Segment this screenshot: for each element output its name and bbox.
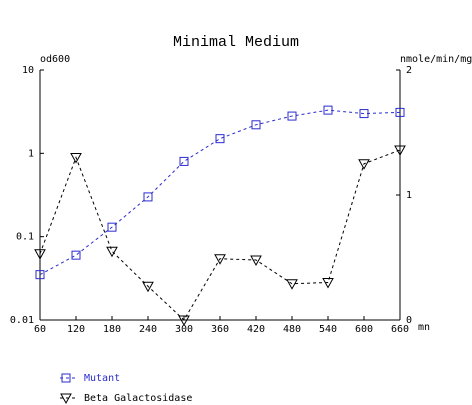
y-tick-label: 1	[28, 148, 34, 159]
data-point	[35, 270, 45, 280]
y-tick-label: 10	[22, 65, 34, 76]
x-tick-label: 240	[139, 324, 157, 335]
chart-title: Minimal Medium	[173, 34, 299, 51]
series-line	[39, 149, 401, 321]
data-point	[215, 134, 225, 144]
x-axis-label: mn	[418, 322, 430, 333]
data-point	[142, 281, 154, 293]
data-point	[178, 315, 190, 327]
y2-tick-label: 2	[406, 65, 412, 76]
y2-tick-label: 1	[406, 190, 412, 201]
x-tick-label: 540	[319, 324, 337, 335]
data-point	[287, 111, 297, 121]
x-tick-label: 660	[391, 324, 409, 335]
x-tick-label: 180	[103, 324, 121, 335]
series-line	[39, 109, 401, 276]
x-tick-label: 120	[67, 324, 85, 335]
x-tick-label: 480	[283, 324, 301, 335]
data-point	[71, 250, 81, 260]
x-tick-label: 600	[355, 324, 373, 335]
data-point	[107, 222, 117, 232]
y-axis-label: od600	[40, 54, 70, 65]
y2-axis-label: nmole/min/mg	[400, 54, 472, 65]
legend-label: Mutant	[84, 373, 120, 384]
y-tick-label: 0.01	[10, 315, 34, 326]
data-point	[286, 279, 298, 290]
legend-label: Beta Galactosidase	[84, 393, 192, 404]
x-tick-label: 60	[34, 324, 46, 335]
data-point	[214, 254, 226, 265]
data-point	[251, 120, 261, 130]
data-point	[323, 105, 333, 115]
y2-tick-label: 0	[406, 315, 412, 326]
data-point	[322, 278, 334, 289]
data-point	[250, 255, 262, 267]
legend-marker	[60, 393, 72, 405]
data-point	[34, 249, 46, 260]
x-tick-label: 300	[175, 324, 193, 335]
data-point	[106, 246, 118, 258]
data-point	[358, 159, 370, 170]
data-point	[179, 156, 189, 166]
data-point	[359, 109, 369, 119]
x-tick-label: 360	[211, 324, 229, 335]
legend-marker	[61, 373, 71, 383]
data-point	[395, 107, 405, 117]
data-point	[70, 153, 82, 164]
data-point	[394, 145, 406, 157]
x-tick-label: 420	[247, 324, 265, 335]
data-point	[143, 192, 153, 202]
y-tick-label: 0.1	[16, 232, 34, 243]
